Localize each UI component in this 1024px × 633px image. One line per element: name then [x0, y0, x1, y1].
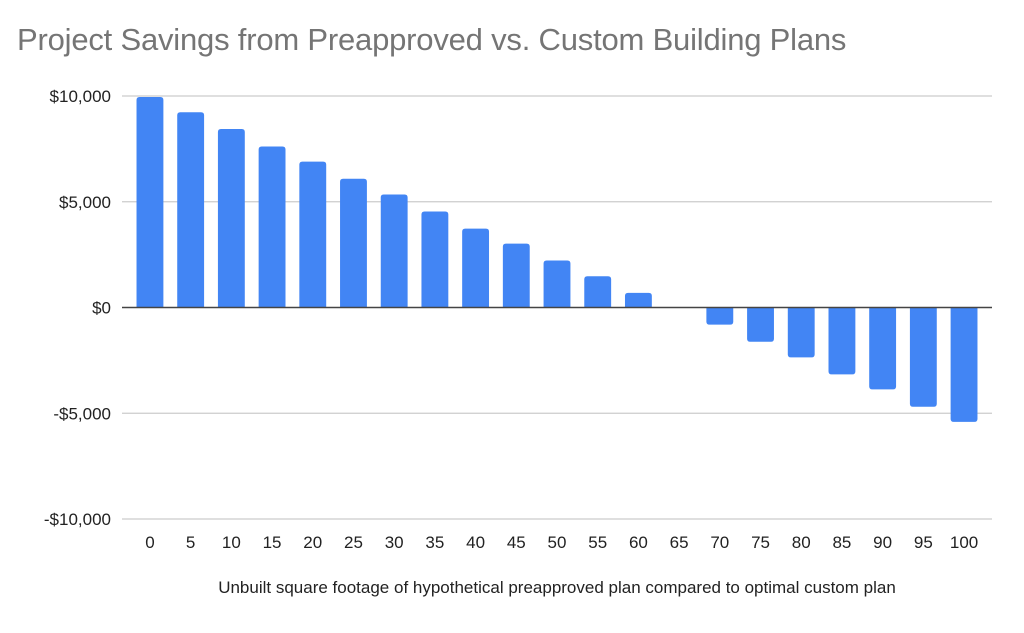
x-axis-title: Unbuilt square footage of hypothetical p…: [218, 578, 896, 597]
bar-80: [787, 307, 815, 358]
x-tick-label: 0: [145, 533, 154, 552]
bar-45: [502, 243, 530, 308]
bar-10: [217, 128, 245, 308]
bar-35: [421, 211, 449, 308]
x-tick-label: 5: [186, 533, 195, 552]
x-tick-label: 100: [950, 533, 978, 552]
y-tick-label: $10,000: [50, 87, 111, 106]
bar-25: [340, 178, 367, 308]
y-tick-label: -$5,000: [53, 404, 111, 423]
x-tick-label: 65: [670, 533, 689, 552]
x-tick-label: 80: [792, 533, 811, 552]
x-tick-label: 95: [914, 533, 933, 552]
x-tick-label: 70: [710, 533, 729, 552]
bar-40: [462, 228, 490, 308]
x-tick-label: 60: [629, 533, 648, 552]
chart-title: Project Savings from Preapproved vs. Cus…: [17, 22, 847, 57]
x-tick-label: 55: [588, 533, 607, 552]
bar-20: [299, 161, 327, 308]
bar-90: [869, 307, 897, 390]
bar-5: [177, 112, 205, 308]
x-tick-label: 20: [303, 533, 322, 552]
bar-85: [828, 307, 856, 375]
x-tick-label: 30: [385, 533, 404, 552]
bar-95: [909, 307, 937, 407]
bar-50: [543, 260, 571, 308]
x-tick-label: 40: [466, 533, 485, 552]
bar-30: [380, 194, 408, 308]
bar-75: [747, 307, 774, 342]
x-tick-label: 45: [507, 533, 526, 552]
x-tick-label: 90: [873, 533, 892, 552]
bar-70: [706, 307, 734, 325]
bar-0: [136, 97, 164, 308]
y-axis-tick-labels: $10,000 $5,000 $0 -$5,000 -$10,000: [44, 87, 111, 529]
bar-55: [584, 276, 612, 308]
bar-15: [258, 146, 286, 308]
y-tick-label: -$10,000: [44, 510, 111, 529]
bar-100: [950, 307, 978, 422]
y-tick-label: $5,000: [59, 193, 111, 212]
x-tick-label: 75: [751, 533, 770, 552]
x-tick-label: 85: [832, 533, 851, 552]
x-tick-label: 25: [344, 533, 363, 552]
bar-60: [624, 292, 652, 308]
x-axis-tick-labels: 0 5 10 15 20 25 30 35 40 45 50 55 60 65 70 75 80 85 90 95 10…: [145, 533, 978, 552]
x-tick-label: 15: [263, 533, 282, 552]
x-tick-label: 50: [548, 533, 567, 552]
bars: [136, 97, 978, 422]
x-tick-label: 35: [425, 533, 444, 552]
x-tick-label: 10: [222, 533, 241, 552]
y-tick-label: $0: [92, 299, 111, 318]
